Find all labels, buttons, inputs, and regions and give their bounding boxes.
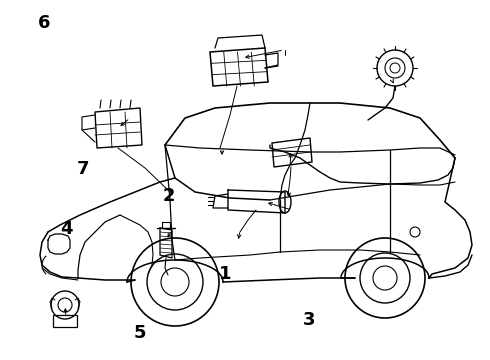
Text: 7: 7 — [77, 160, 90, 178]
Text: 6: 6 — [38, 14, 50, 32]
Text: 3: 3 — [302, 311, 315, 329]
Text: 2: 2 — [163, 187, 175, 205]
Text: 1: 1 — [219, 265, 232, 283]
Text: 4: 4 — [60, 220, 73, 238]
Text: 5: 5 — [133, 324, 146, 342]
